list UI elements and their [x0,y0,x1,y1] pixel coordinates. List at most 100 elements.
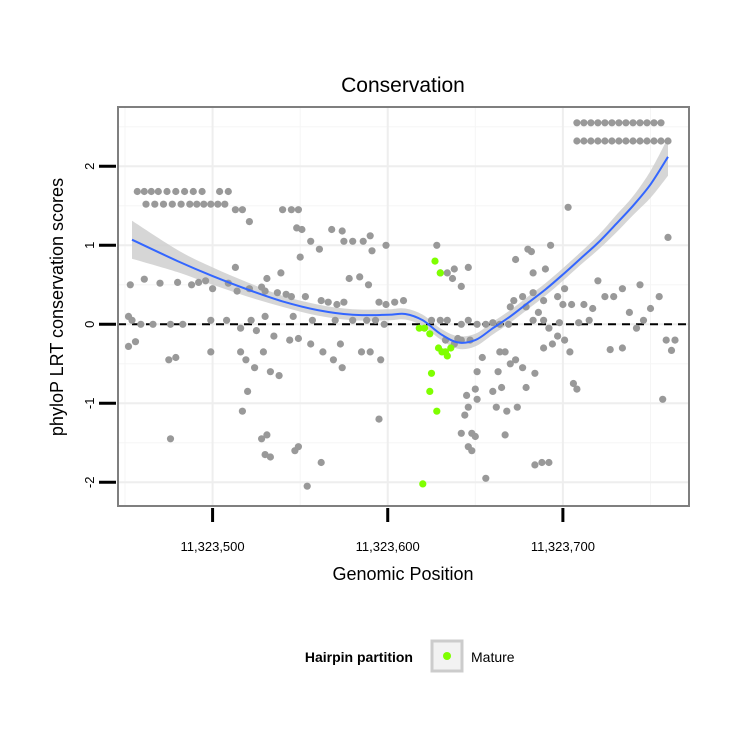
data-point [498,383,506,392]
mature-data-point [419,480,427,488]
data-point [307,340,315,348]
data-point [356,273,364,281]
data-point [181,187,189,196]
mature-data-point [415,324,423,332]
data-point [172,353,180,362]
data-point [664,137,672,145]
data-point [450,265,458,273]
data-point [615,119,623,127]
panel-border [117,106,690,507]
mature-data-point [426,330,434,338]
data-point [207,200,215,208]
data-point [131,338,140,346]
data-point [140,187,148,196]
data-point [345,274,353,283]
data-point [294,443,302,451]
plot-panel [117,106,690,507]
data-point [564,203,572,211]
data-point [547,241,555,249]
data-point [636,137,644,145]
data-point [186,200,194,208]
data-point [163,187,171,196]
data-point [618,285,627,293]
data-point [657,119,665,127]
data-point [294,334,302,343]
data-point [554,293,562,301]
data-point [273,289,281,297]
data-point [580,137,588,145]
data-point [492,403,500,411]
data-point [594,137,602,145]
data-point [646,304,655,313]
data-point [606,346,614,354]
data-point [261,287,269,295]
data-point [540,316,548,324]
x-tick-label: 11,323,700 [531,539,595,554]
data-point [224,187,232,196]
data-point [473,368,481,376]
data-point [448,274,457,283]
data-point [375,298,383,306]
data-point [471,385,479,393]
data-point [289,312,297,320]
data-point [496,348,504,356]
data-point [463,391,471,399]
data-point [655,293,663,301]
data-point [615,137,623,145]
data-point [380,320,388,328]
data-point [650,137,658,145]
data-point [154,187,162,196]
data-point [464,403,472,411]
data-point [371,316,380,324]
data-point [202,277,210,285]
legend-title: Hairpin partition [305,649,413,665]
data-point [471,432,479,441]
data-point [251,364,259,372]
data-point [659,395,667,403]
data-point [461,411,469,419]
data-point [364,281,373,289]
data-point [529,289,537,297]
data-point [126,281,134,289]
data-point [573,385,581,393]
data-point [457,282,465,290]
x-tick-label: 11,323,600 [356,539,420,554]
data-point [317,458,325,467]
legend-mature-marker [443,652,451,660]
data-point [242,356,250,364]
data-point [629,137,637,145]
data-point [632,324,641,332]
data-point [198,187,206,196]
data-point [349,316,357,324]
data-point [200,200,208,208]
data-point [503,407,511,415]
data-point [252,327,260,335]
data-point [331,316,339,324]
data-point [643,137,651,145]
data-point [266,453,274,461]
mature-data-point [447,344,455,352]
data-point [529,269,537,277]
data-point [307,237,315,245]
y-tick-label: 1 [82,242,97,249]
data-point [513,403,521,411]
data-point [457,320,465,328]
data-point [209,285,217,293]
y-tick-label: 2 [82,163,97,170]
data-point [568,300,576,309]
data-point [540,344,548,352]
data-point [540,297,548,305]
data-point [266,368,274,376]
data-point [639,316,648,324]
data-point [319,348,327,356]
data-point [275,372,283,380]
data-point [489,387,497,395]
chart-title: Conservation [341,74,465,97]
data-point [238,407,246,415]
data-point [237,348,245,356]
data-point [587,137,595,145]
y-axis-title: phyloP LRT conservation scores [47,178,67,436]
data-point [231,263,239,271]
data-point [214,200,222,208]
data-point [671,336,679,344]
